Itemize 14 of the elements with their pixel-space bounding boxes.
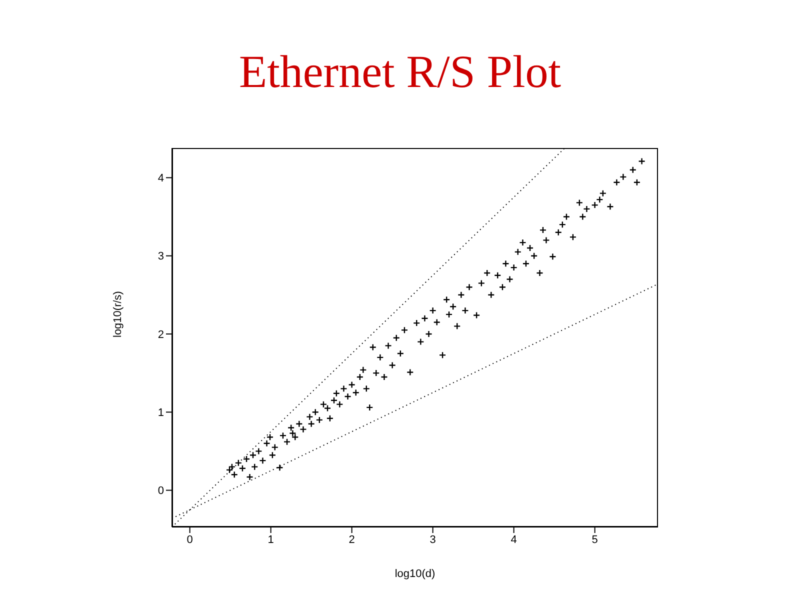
- x-axis-title: log10(d): [394, 568, 436, 580]
- y-axis-title: log10(r/s): [112, 291, 124, 338]
- y-tick-label: 3: [158, 250, 164, 263]
- x-tick-label: 4: [510, 534, 517, 546]
- x-tick-label: 2: [348, 534, 355, 546]
- y-tick-label: 1: [158, 407, 164, 420]
- x-tick-label: 3: [430, 534, 436, 546]
- y-tick-label: 0: [158, 485, 164, 498]
- y-tick-label: 4: [158, 172, 164, 185]
- x-tick-label: 5: [592, 534, 598, 546]
- chart-title: Ethernet R/S Plot: [238, 45, 562, 98]
- x-tick-label: 1: [268, 534, 274, 546]
- x-tick-label: 0: [186, 534, 193, 546]
- y-tick-label: 2: [158, 328, 164, 341]
